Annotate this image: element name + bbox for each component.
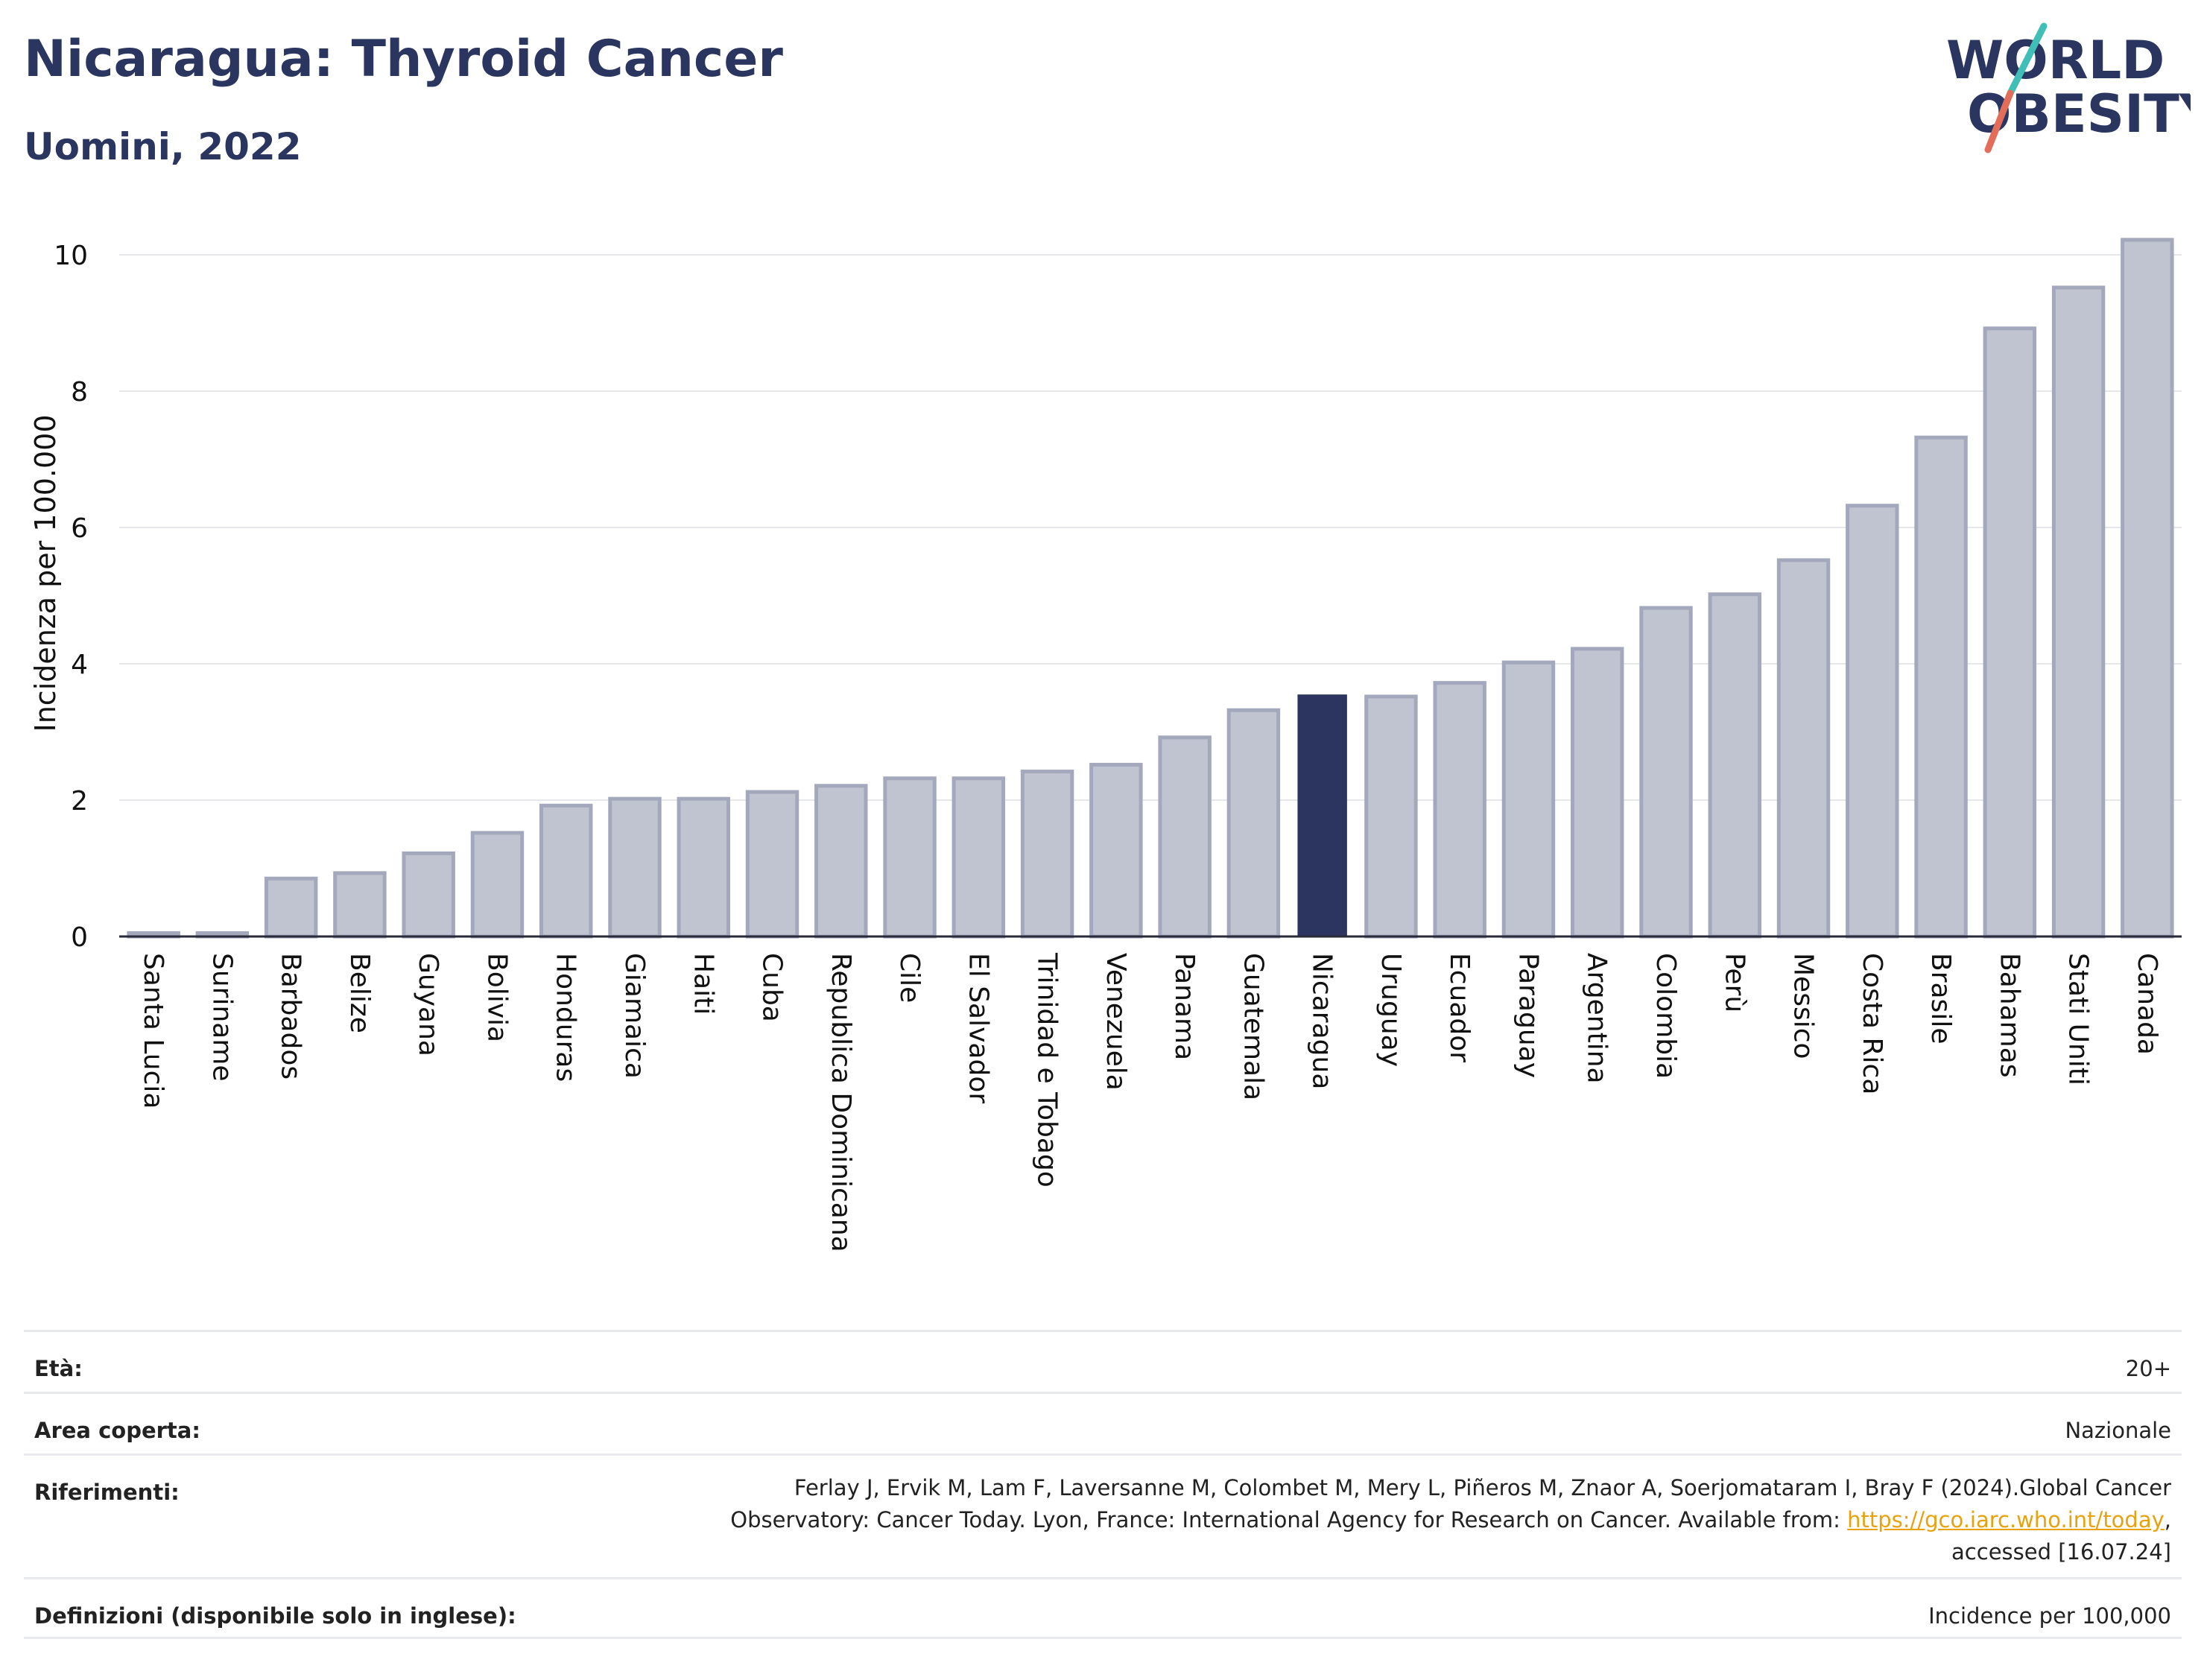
references-label: Riferimenti: [34,1480,180,1505]
bar-chart: 0 2 4 6 8 10 Santa Lucia Suriname Barbados Beliz… [29,238,2182,1252]
bar-bahamas [1983,326,2037,939]
x-tick-label: Canada [2132,953,2162,1055]
x-tick-label: Republica Dominicana [826,953,856,1252]
x-tick-label: Guyana [413,953,443,1056]
bar-honduras [539,803,593,939]
area-label: Area coperta: [34,1418,200,1443]
chart-subtitle: Uomini, 2022 [24,125,302,168]
x-tick-label: Honduras [551,953,581,1082]
y-axis-label: Incidenza per 100.000 [29,415,62,732]
x-tick-label: Haiti [688,953,718,1015]
x-tick-label: Guatemala [1238,953,1268,1100]
bar-haiti [677,796,730,939]
bar-per- [1708,592,1761,939]
bars [127,238,2174,939]
x-tick-label: Brasile [1925,953,1956,1044]
x-tick-label: Panama [1169,953,1200,1060]
bar-argentina [1571,647,1624,939]
x-tick-label: Uruguay [1375,953,1406,1067]
y-tick-label: 10 [54,241,88,271]
x-tick-label: Santa Lucia [138,953,168,1109]
x-tick-labels: Santa Lucia Suriname Barbados Belize Guyana B… [138,952,2162,1252]
info-row-definitions: Definizioni (disponibile solo in inglese… [24,1577,2182,1639]
bar-belize [333,871,387,939]
gridlines [119,254,2182,801]
age-value: 20+ [2125,1356,2171,1381]
bar-giamaica [608,796,662,939]
y-tick-label: 2 [71,786,88,817]
age-label: Età: [34,1356,83,1381]
chart-title: Nicaragua: Thyroid Cancer [24,30,783,89]
x-tick-label: Belize [344,953,375,1033]
y-tick-label: 4 [71,650,88,680]
bar-ecuador [1433,681,1486,939]
y-tick-labels: 0 2 4 6 8 10 [54,241,88,953]
bar-colombia [1639,606,1693,939]
x-tick-label: Ecuador [1444,953,1475,1062]
bar-cuba [745,790,799,939]
info-row-area: Area coperta: Nazionale [24,1392,2182,1454]
references-line-3: accessed [16.07.24] [1951,1539,2171,1565]
bar-nicaragua [1297,694,1347,936]
logo-slash-bottom [1984,89,2014,153]
x-tick-label: Messico [1788,953,1819,1059]
bar-brasile [1914,435,1968,939]
x-tick-label: Bahamas [1994,953,2024,1078]
bar-paraguay [1501,660,1556,939]
definitions-label: Definizioni (disponibile solo in inglese… [34,1603,516,1629]
bar-messico [1776,558,1831,939]
bar-el-salvador [951,776,1006,939]
x-tick-label: Bolivia [481,953,512,1042]
bar-stati-uniti [2051,285,2106,939]
x-tick-label: Trinidad e Tobago [1032,952,1063,1188]
references-value: Ferlay J, Ervik M, Lam F, Laversanne M, … [730,1475,2171,1565]
y-tick-label: 8 [71,377,88,408]
bar-costa-rica [1846,504,1899,939]
info-row-age: Età: 20+ [24,1330,2182,1392]
x-tick-label: Perù [1719,953,1749,1012]
logo-word-world: WORLD [1946,30,2165,91]
bar-guyana [402,851,455,939]
x-tick-label: Nicaragua [1307,953,1337,1089]
x-tick-label: Costa Rica [1857,953,1887,1094]
bar-cile [883,776,937,939]
info-table: Età: 20+ Area coperta: Nazionale Riferim… [24,1330,2182,1639]
bar-republica-dominicana [814,784,868,939]
x-tick-label: Suriname [206,953,237,1082]
x-tick-label: Stati Uniti [2063,953,2094,1085]
x-tick-label: Barbados [276,953,306,1080]
bar-uruguay [1364,694,1418,939]
x-tick-label: Argentina [1582,953,1612,1084]
x-tick-label: El Salvador [963,953,993,1103]
bar-panama [1158,735,1212,939]
bar-guatemala [1226,708,1281,939]
bar-canada [2121,238,2174,939]
y-tick-label: 6 [71,513,88,544]
x-tick-label: Colombia [1650,953,1681,1079]
world-obesity-logo: WORLD OBESITY [1946,22,2191,153]
logo-slash-top [2007,22,2048,97]
y-tick-label: 0 [71,922,88,953]
x-tick-label: Paraguay [1513,953,1543,1078]
bar-bolivia [470,831,525,939]
references-link[interactable]: https://gco.iarc.who.int/today [1847,1507,2165,1532]
x-tick-label: Venezuela [1101,953,1131,1091]
bar-venezuela [1089,762,1143,939]
bar-trinidad-e-tobago [1020,770,1074,939]
info-row-references: Riferimenti: Ferlay J, Ervik M, Lam F, L… [24,1454,2182,1577]
references-line-2: Observatory: Cancer Today. Lyon, France:… [730,1507,1840,1532]
x-tick-label: Giamaica [619,953,650,1079]
x-tick-label: Cuba [757,953,788,1022]
bar-barbados [264,876,318,939]
area-value: Nazionale [2065,1418,2171,1443]
definitions-value: Incidence per 100,000 [1928,1603,2171,1629]
x-tick-label: Cile [894,953,925,1003]
references-line-1: Ferlay J, Ervik M, Lam F, Laversanne M, … [794,1475,2171,1500]
